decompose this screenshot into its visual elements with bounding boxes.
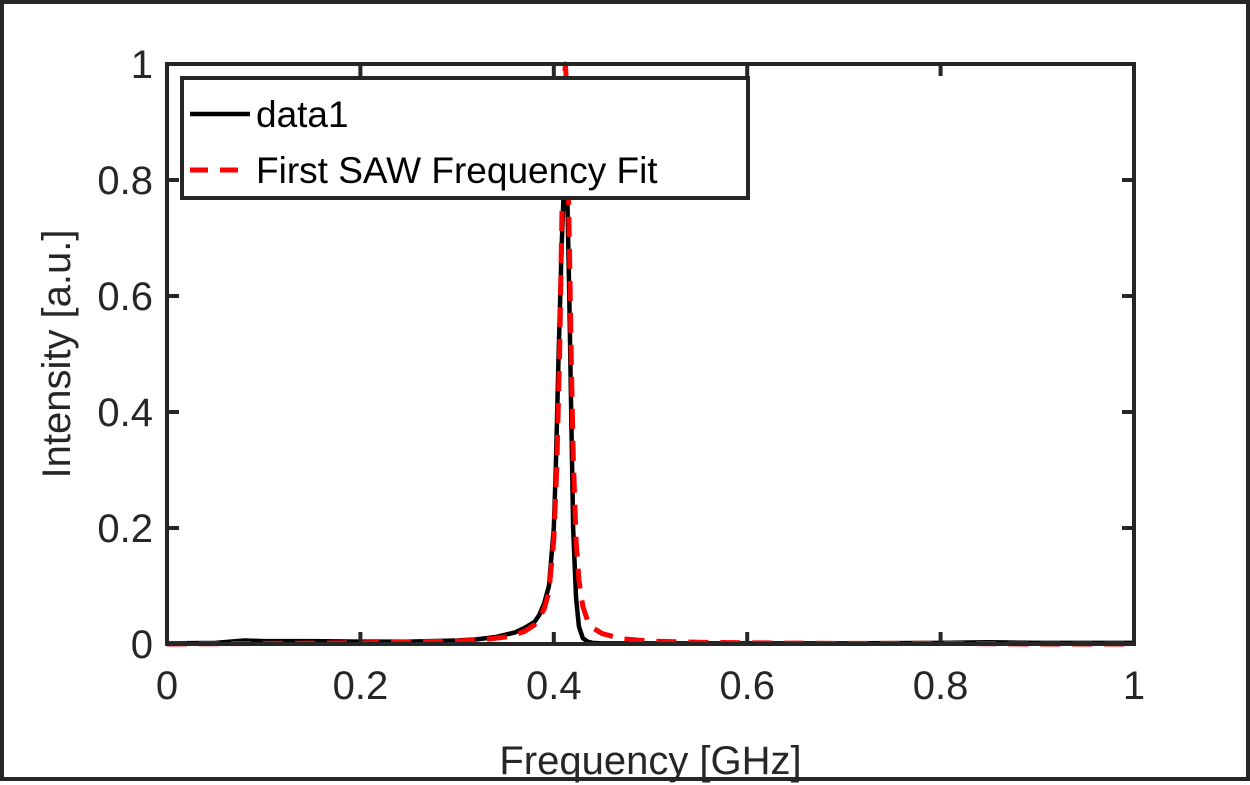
axes (165, 62, 1136, 646)
ticks: 0 0.2 0.4 0.6 0.8 1 0 0.2 0.4 0.6 0.8 1 (97, 43, 1145, 708)
y-axis-label: Intensity [a.u.] (35, 229, 79, 478)
y-tick-label: 0.8 (97, 159, 153, 203)
y-tick-label: 0.2 (97, 507, 153, 551)
legend-label-data1: data1 (256, 94, 349, 135)
y-tick-label: 0.4 (97, 391, 153, 435)
series-line-data1 (166, 177, 1134, 646)
x-tick-label: 1 (1123, 664, 1145, 708)
x-axis-label: Frequency [GHz] (499, 739, 801, 783)
y-tick-label: 0 (131, 623, 153, 667)
legend-box (180, 76, 750, 200)
line-chart: 0 0.2 0.4 0.6 0.8 1 0 0.2 0.4 0.6 0.8 1 Frequency [… (35, 43, 1145, 783)
y-tick-label: 0.6 (97, 275, 153, 319)
x-tick-label: 0 (156, 664, 178, 708)
legend-label-fit: First SAW Frequency Fit (256, 150, 658, 191)
y-tick-label: 1 (131, 43, 153, 87)
x-tick-label: 0.2 (333, 664, 389, 708)
x-tick-label: 0.6 (719, 664, 775, 708)
x-tick-label: 0.4 (526, 664, 582, 708)
x-tick-label: 0.8 (913, 664, 969, 708)
axes-box (165, 62, 1136, 646)
legend: data1 First SAW Frequency Fit (180, 76, 750, 200)
